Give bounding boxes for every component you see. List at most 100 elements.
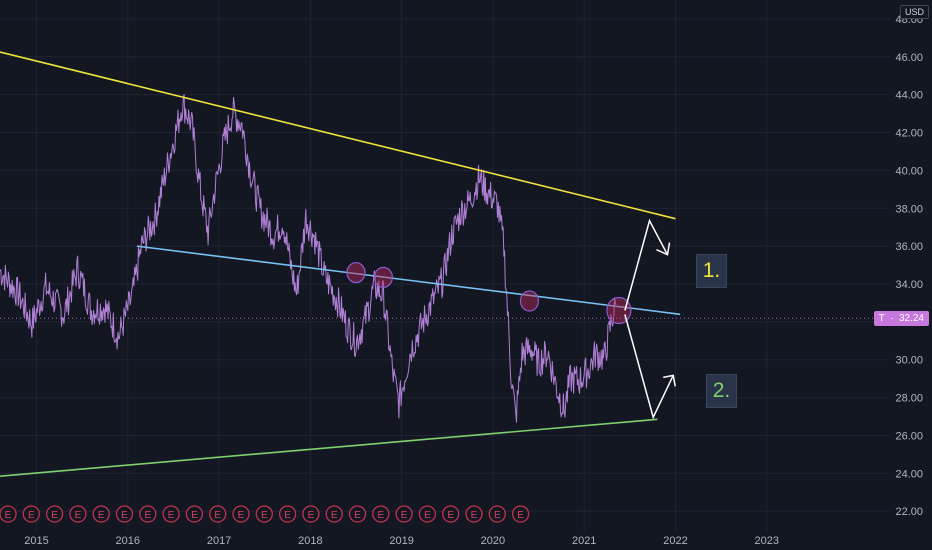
earnings-marker-ring [69,505,87,523]
earnings-marker[interactable]: E [162,505,180,523]
y-tick-label: 36.00 [895,241,923,253]
earnings-marker-ring [348,505,367,523]
earnings-marker-label: E [98,510,105,521]
x-tick-label: 2022 [663,535,687,547]
earnings-marker[interactable]: E [232,505,250,523]
trendline-support[interactable] [0,418,658,477]
earnings-marker-label: E [75,510,82,521]
earnings-marker-label: E [191,510,198,521]
earnings-marker[interactable]: E [139,505,157,523]
earnings-marker[interactable]: E [115,505,134,523]
earnings-marker-label: E [51,510,58,521]
series-line [0,94,617,423]
earnings-marker[interactable]: E [488,505,506,523]
currency-label[interactable]: USD [899,5,929,19]
scenario-arrows [624,218,676,420]
earnings-marker[interactable]: E [348,505,367,523]
earnings-marker-label: E [28,510,35,521]
earnings-marker-label: E [424,510,431,521]
earnings-marker-ring [255,505,273,523]
y-tick-label: 38.00 [895,203,923,215]
earnings-marker-ring [395,505,413,523]
earnings-marker[interactable]: E [302,505,320,523]
earnings-marker-ring [278,505,297,523]
touch-points [346,262,632,325]
x-tick-label: 2023 [755,535,779,547]
ticker-symbol: T [878,313,885,324]
y-tick-label: 40.00 [895,165,923,177]
earnings-marker-label: E [5,510,12,521]
earnings-marker[interactable]: E [395,505,413,523]
earnings-marker-label: E [144,510,151,521]
earnings-marker[interactable]: E [22,505,40,523]
earnings-marker[interactable]: E [45,505,64,523]
earnings-marker-ring [139,505,157,523]
earnings-marker[interactable]: E [69,505,87,523]
earnings-marker[interactable]: E [278,505,297,523]
time-axis[interactable]: 2015 2016 2017 2018 2019 2020 2021 2022 2023 [24,535,779,547]
scenario-2-arrowhead [663,374,676,387]
earnings-marker-ring [465,505,483,523]
earnings-marker-ring [92,505,110,523]
y-tick-label: 34.00 [895,279,923,291]
touch-point-circle [346,262,366,284]
last-price-tag: T · 32.24 [873,311,929,326]
earnings-marker-ring [22,505,40,523]
x-tick-label: 2018 [298,535,322,547]
earnings-marker-label: E [401,510,408,521]
price-axis[interactable]: 48.0046.0044.0042.0040.0038.0036.0034.00… [895,14,923,518]
earnings-marker-label: E [121,510,128,521]
last-price-value: 32.24 [898,313,924,324]
price-tag-sep: · [887,313,897,324]
earnings-marker-ring [511,505,530,523]
earnings-marker[interactable]: E [418,505,437,523]
trendlines [0,51,681,477]
earnings-marker[interactable]: E [0,505,17,523]
trendline-resistance[interactable] [0,51,676,220]
y-tick-label: 26.00 [895,430,923,442]
earnings-marker-label: E [331,510,338,521]
earnings-marker-label: E [354,510,361,521]
earnings-marker-label: E [168,510,175,521]
x-tick-label: 2016 [116,535,140,547]
earnings-marker[interactable]: E [92,505,110,523]
earnings-marker-ring [115,505,134,523]
earnings-marker-ring [185,505,204,523]
y-tick-label: 42.00 [895,128,923,140]
earnings-marker-label: E [377,510,384,521]
earnings-marker-ring [232,505,250,523]
earnings-marker[interactable]: E [209,505,227,523]
earnings-marker-label: E [447,510,454,521]
earnings-marker-label: E [517,510,524,521]
earnings-marker-ring [0,505,17,523]
earnings-marker-label: E [284,510,291,521]
scenario-1-label: 1. [696,254,727,288]
x-tick-label: 2019 [389,535,413,547]
grid-lines [0,0,890,532]
touch-point-circle [519,290,540,312]
earnings-marker-ring [418,505,437,523]
earnings-marker[interactable]: E [255,505,273,523]
earnings-marker-label: E [494,510,501,521]
earnings-marker[interactable]: E [511,505,530,523]
earnings-marker[interactable]: E [185,505,204,523]
y-tick-label: 22.00 [895,506,923,518]
earnings-marker-ring [325,505,343,523]
earnings-marker-label: E [308,510,315,521]
y-tick-label: 44.00 [895,90,923,102]
y-tick-label: 28.00 [895,393,923,405]
earnings-marker[interactable]: E [372,505,390,523]
earnings-marker-ring [209,505,227,523]
trendline-midline[interactable] [136,245,681,316]
scenario-2-arrow [624,314,674,420]
earnings-marker-ring [442,505,460,523]
earnings-marker[interactable]: E [325,505,343,523]
earnings-marker-label: E [261,510,268,521]
earnings-marker[interactable]: E [442,505,460,523]
earnings-marker[interactable]: E [465,505,483,523]
scenario-2-label: 2. [706,374,737,408]
earnings-marker-ring [302,505,320,523]
x-tick-label: 2017 [207,535,231,547]
